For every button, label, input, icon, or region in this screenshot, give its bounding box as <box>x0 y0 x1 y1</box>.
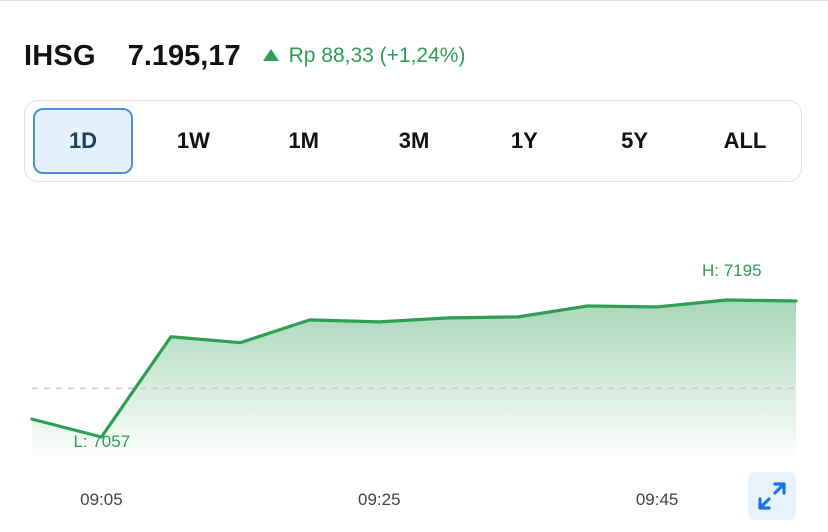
quote-header: IHSG 7.195,17 Rp 88,33 (+1,24%) <box>24 36 465 76</box>
price-series-line <box>30 298 798 439</box>
price-area-fill <box>32 300 796 462</box>
tab-5y[interactable]: 5Y <box>621 128 649 153</box>
x-tick-label: 09:45 <box>636 490 679 509</box>
top-divider <box>0 0 828 1</box>
tab-1d[interactable]: 1D <box>33 108 133 174</box>
low-value-label: L: 7057 <box>73 432 130 451</box>
ticker-symbol: IHSG <box>24 39 96 72</box>
x-tick-label: 09:05 <box>80 490 123 509</box>
tab-1w[interactable]: 1W <box>176 128 210 153</box>
triangle-up-icon <box>262 49 279 61</box>
tab-1m[interactable]: 1M <box>288 128 319 153</box>
price-change: Rp 88,33 (+1,24%) <box>262 44 466 68</box>
time-range-tabs: 1D 1W 1M 3M 1Y 5Y ALL <box>24 100 802 182</box>
tab-3m[interactable]: 3M <box>398 128 430 153</box>
tab-all[interactable]: ALL <box>723 128 767 153</box>
price-chart: H: 7195 L: 7057 09:05 09:25 09:45 <box>30 261 798 509</box>
index-price: 7.195,17 <box>127 39 241 72</box>
price-change-text: Rp 88,33 (+1,24%) <box>288 44 466 67</box>
expand-arrows-icon <box>758 482 786 510</box>
expand-chart-button[interactable] <box>748 472 796 520</box>
tab-1y[interactable]: 1Y <box>510 128 538 153</box>
x-tick-label: 09:25 <box>358 490 401 509</box>
high-value-label: H: 7195 <box>702 261 762 280</box>
